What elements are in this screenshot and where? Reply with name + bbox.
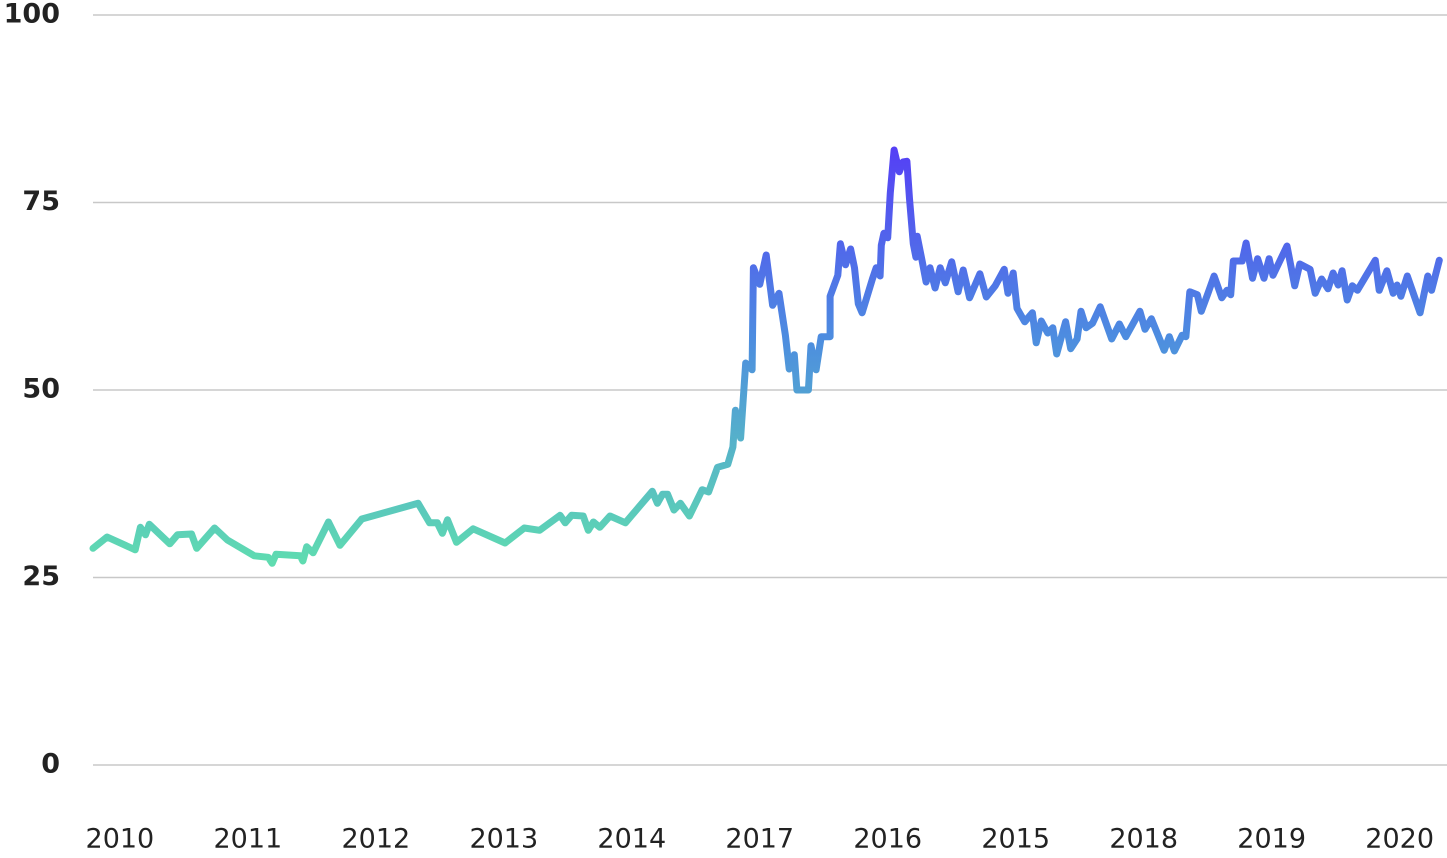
x-tick-label: 2018 [1109, 824, 1178, 855]
y-tick-label: 50 [22, 374, 60, 405]
y-tick-label: 0 [41, 749, 60, 780]
x-tick-label: 2016 [853, 824, 922, 855]
y-tick-label: 75 [22, 186, 60, 217]
x-tick-label: 2015 [981, 824, 1050, 855]
x-tick-label: 2014 [597, 824, 666, 855]
x-tick-label: 2012 [341, 824, 410, 855]
line [89, 146, 1443, 567]
x-tick-label: 2017 [725, 824, 794, 855]
y-tick-label: 25 [22, 561, 60, 592]
x-tick-label: 2013 [469, 824, 538, 855]
x-tick-label: 2019 [1237, 824, 1306, 855]
x-tick-label: 2010 [86, 824, 155, 855]
x-tick-label: 2020 [1365, 824, 1434, 855]
y-tick-label: 100 [4, 0, 60, 30]
x-tick-label: 2011 [213, 824, 282, 855]
